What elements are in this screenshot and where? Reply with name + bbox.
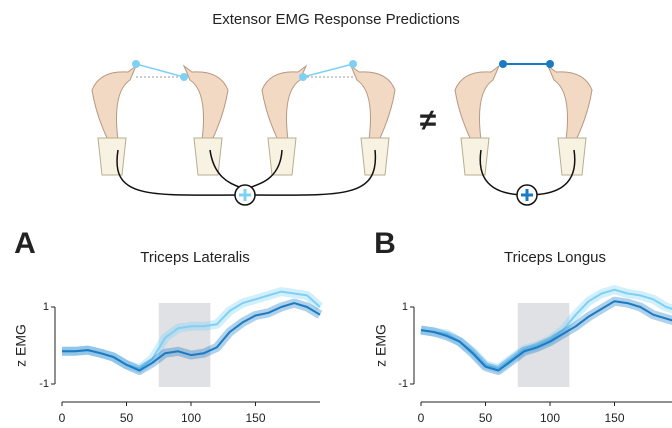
hand-marker — [180, 73, 188, 81]
x-tick-label: 0 — [59, 411, 66, 425]
y-tick-label: -1 — [39, 378, 49, 390]
line — [62, 302, 321, 372]
x-tick-label: 100 — [181, 411, 201, 425]
chart-title: Triceps Longus — [504, 249, 606, 266]
plus-icon — [239, 189, 251, 201]
arm — [349, 64, 396, 141]
line — [420, 300, 672, 372]
relation-symbol: ≠ — [420, 104, 437, 137]
hand-marker — [132, 60, 140, 68]
link — [302, 63, 354, 78]
arm — [261, 64, 308, 141]
chart-title: Triceps Lateralis — [140, 249, 249, 266]
x-tick-label: 0 — [418, 411, 425, 425]
arm — [546, 64, 593, 141]
y-tick-label: -1 — [398, 378, 408, 390]
panel-label: B — [374, 227, 396, 260]
cuff — [193, 137, 223, 176]
arm — [91, 64, 138, 141]
hand-marker — [349, 60, 357, 68]
x-tick-label: 150 — [245, 411, 265, 425]
x-tick-label: 50 — [479, 411, 493, 425]
arm — [454, 64, 501, 141]
plus-icon — [521, 189, 533, 201]
illustration — [91, 60, 593, 206]
panel-label: A — [14, 227, 36, 260]
y-axis-label: z EMG — [373, 324, 389, 367]
hand-marker — [299, 73, 307, 81]
link — [135, 63, 185, 78]
x-tick-label: 150 — [604, 411, 624, 425]
y-tick-label: 1 — [43, 301, 49, 313]
hand-marker — [546, 60, 554, 68]
y-axis-label: z EMG — [13, 324, 29, 367]
highlight-span — [158, 303, 211, 387]
x-tick-label: 100 — [540, 411, 560, 425]
x-tick-label: 50 — [120, 411, 134, 425]
cuff — [460, 137, 490, 176]
arm — [182, 64, 229, 141]
figure-title: Extensor EMG Response Predictions — [212, 11, 460, 28]
cuff — [97, 137, 127, 176]
hand-marker — [499, 60, 507, 68]
y-tick-label: 1 — [402, 301, 408, 313]
cuff — [557, 137, 587, 176]
